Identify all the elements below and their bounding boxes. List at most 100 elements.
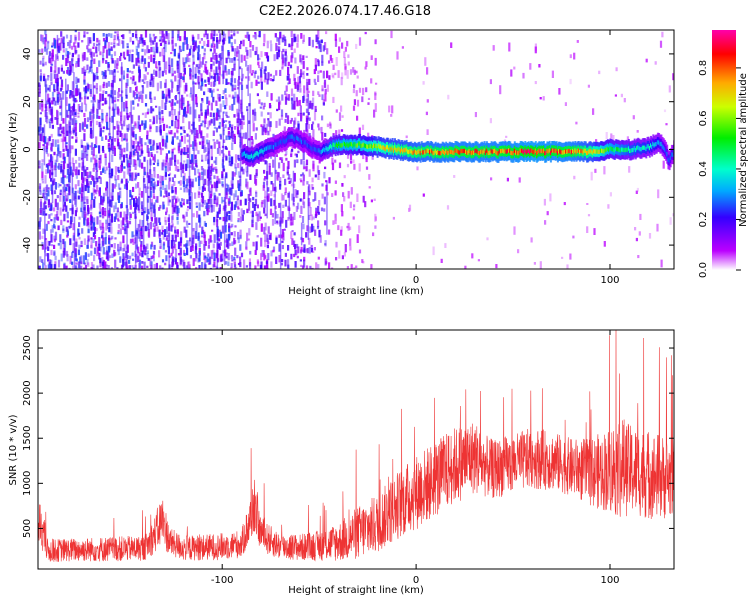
noise-cell [446, 205, 450, 210]
noise-cell [207, 78, 210, 85]
noise-cell [264, 190, 267, 199]
noise-cell [214, 195, 217, 201]
noise-cell [293, 78, 296, 86]
noise-cell [77, 232, 81, 236]
noise-cell [69, 220, 72, 228]
noise-cell [60, 166, 63, 174]
noise-cell [123, 147, 126, 153]
noise-cell [302, 60, 305, 69]
noise-cell [81, 166, 84, 171]
noise-cell [84, 265, 88, 269]
noise-cell [278, 202, 281, 208]
noise-cell [45, 142, 49, 150]
noise-cell [84, 103, 88, 112]
noise-cell [219, 103, 222, 113]
signal-core [625, 147, 628, 152]
noise-cell [117, 175, 120, 181]
noise-cell [47, 40, 50, 44]
noise-cell [164, 105, 167, 110]
noise-cell [71, 81, 74, 90]
noise-cell [248, 120, 251, 124]
noise-cell [140, 241, 143, 247]
noise-cell [291, 103, 294, 110]
noise-cell [177, 145, 180, 154]
noise-cell [123, 184, 127, 189]
noise-cell [119, 211, 122, 218]
noise-cell [313, 78, 316, 83]
noise-cell [171, 67, 174, 77]
noise-cell [195, 102, 198, 108]
noise-cell [42, 75, 46, 82]
noise-cell [176, 63, 179, 70]
noise-cell [299, 54, 302, 63]
noise-cell [137, 121, 140, 129]
signal-core [431, 149, 434, 154]
signal-core [553, 148, 556, 153]
noise-cell [586, 203, 589, 205]
noise-cell [182, 165, 185, 174]
noise-cell [297, 202, 300, 210]
noise-cell [113, 42, 116, 47]
noise-cell [158, 126, 161, 132]
noise-cell [90, 108, 93, 114]
noise-cell [246, 181, 249, 190]
noise-cell [277, 96, 281, 103]
noise-cell [254, 70, 257, 74]
noise-cell [200, 166, 204, 171]
noise-cell [81, 186, 84, 193]
noise-cell [171, 30, 174, 39]
noise-cell [278, 255, 281, 263]
noise-cell [275, 120, 278, 128]
noise-cell [165, 235, 168, 239]
noise-cell [280, 159, 284, 163]
noise-cell [291, 37, 294, 47]
noise-cell [81, 171, 84, 180]
noise-cell [54, 139, 57, 147]
signal-core [261, 148, 264, 153]
noise-cell [264, 160, 267, 165]
noise-cell [210, 45, 213, 48]
noise-cell [177, 253, 181, 256]
noise-cell [645, 58, 648, 63]
noise-cell [518, 177, 521, 183]
noise-cell [281, 94, 284, 101]
noise-cell [48, 136, 51, 142]
noise-cell [492, 45, 495, 51]
noise-cell [63, 204, 66, 211]
noise-cell [338, 46, 341, 53]
noise-cell [268, 165, 271, 175]
noise-cell [315, 34, 318, 43]
noise-cell [231, 183, 234, 189]
noise-cell [42, 211, 46, 216]
noise-cell [51, 124, 54, 129]
noise-cell [80, 261, 83, 265]
noise-cell [282, 195, 285, 201]
noise-cell [155, 268, 158, 269]
signal-core [530, 148, 533, 153]
noise-cell [218, 178, 221, 184]
noise-cell [267, 120, 270, 127]
noise-streak [266, 160, 268, 219]
noise-streak [163, 36, 166, 73]
noise-cell [146, 111, 149, 115]
noise-cell [230, 82, 233, 85]
noise-cell [56, 153, 59, 163]
noise-cell [171, 214, 174, 220]
noise-cell [101, 199, 104, 206]
noise-cell [192, 166, 195, 170]
noise-cell [132, 145, 135, 149]
figure-title: C2E2.2026.074.17.46.G18 [259, 4, 431, 19]
noise-cell [54, 66, 57, 73]
noise-cell [288, 180, 291, 184]
noise-cell [281, 37, 284, 43]
noise-cell [87, 186, 90, 193]
noise-cell [191, 123, 194, 127]
noise-cell [213, 181, 216, 189]
signal-core [483, 148, 486, 153]
noise-cell [191, 237, 195, 241]
noise-cell [251, 224, 254, 228]
noise-cell [272, 159, 275, 168]
noise-cell [80, 139, 83, 149]
noise-cell [174, 159, 177, 166]
noise-cell [122, 217, 125, 226]
